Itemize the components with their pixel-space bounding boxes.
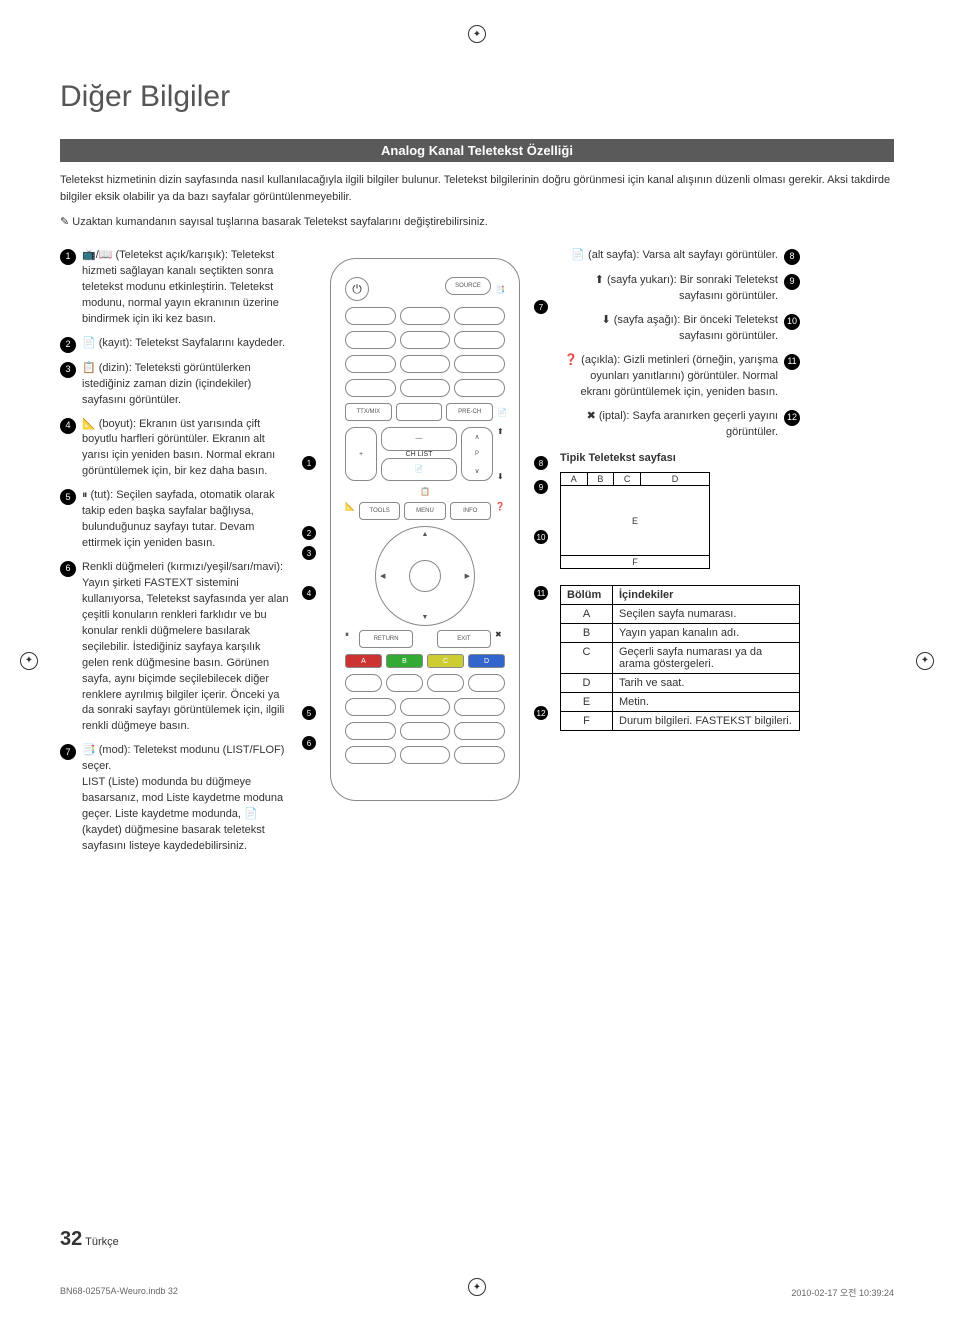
list-text: 📄 (kayıt): Teletekst Sayfalarını kaydede… <box>82 336 290 353</box>
yellow-button: C <box>427 654 464 668</box>
note-text: Uzaktan kumandanın sayısal tuşlarına bas… <box>60 215 894 228</box>
chlist-label: CH LIST <box>406 451 433 458</box>
bullet-icon: 1 <box>60 249 76 265</box>
right-feature-list: 8 📄 (alt sayfa): Varsa alt sayfayı görünt… <box>560 248 800 440</box>
list-text: 📑 (mod): Teletekst modunu (LIST/FLOF) se… <box>82 743 290 855</box>
bullet-icon: 3 <box>60 362 76 378</box>
table-row: EMetin. <box>561 693 800 712</box>
callout-8: 8 <box>534 456 548 470</box>
list-item: 9 ⬆ (sayfa yukarı): Bir sonraki Teletekst… <box>560 273 800 305</box>
red-button: A <box>345 654 382 668</box>
callout-10: 10 <box>534 530 548 544</box>
list-item: 10 ⬇ (sayfa aşağı): Bir önceki Teletekst … <box>560 313 800 345</box>
page-title: Diğer Bilgiler <box>60 80 894 114</box>
source-button: SOURCE <box>445 277 491 295</box>
info-button: INFO <box>450 502 491 520</box>
footer: BN68-02575A-Weuro.indb 32 2010-02-17 오전 … <box>60 1286 894 1299</box>
list-item: 1 📺/📖 (Teletekst açık/karışık): Teletekst… <box>60 248 290 328</box>
table-row: DTarih ve saat. <box>561 674 800 693</box>
callout-12: 12 <box>534 706 548 720</box>
list-text: 📋 (dizin): Teleteksti görüntülerken iste… <box>82 361 290 409</box>
bullet-icon: 5 <box>60 489 76 505</box>
list-item: 7 📑 (mod): Teletekst modunu (LIST/FLOF) s… <box>60 743 290 855</box>
section-heading: Analog Kanal Teletekst Özelliği <box>60 139 894 162</box>
bullet-icon: 7 <box>60 744 76 760</box>
dpad: ▲▼◀▶ <box>375 526 475 626</box>
callout-2: 2 <box>302 526 316 540</box>
left-feature-list: 1 📺/📖 (Teletekst açık/karışık): Teletekst… <box>60 248 290 863</box>
print-mark <box>468 25 486 43</box>
bullet-icon: 10 <box>784 314 800 330</box>
table-row: CGeçerli sayfa numarası ya da arama göst… <box>561 643 800 674</box>
list-text: 📐 (boyut): Ekranın üst yarısında çift bo… <box>82 417 290 481</box>
bullet-icon: 12 <box>784 410 800 426</box>
right-column: 8 📄 (alt sayfa): Varsa alt sayfayı görünt… <box>560 248 800 731</box>
table-head-contents: İçindekiler <box>613 586 800 605</box>
list-text: ⬆ (sayfa yukarı): Bir sonraki Teletekst … <box>560 273 778 305</box>
list-text: Renkli düğmeleri (kırmızı/yeşil/sarı/mav… <box>82 560 290 735</box>
list-text: ✖ (iptal): Sayfa aranırken geçerli yayın… <box>560 409 778 441</box>
bullet-icon: 4 <box>60 418 76 434</box>
callout-7: 7 <box>534 300 548 314</box>
blue-button: D <box>468 654 505 668</box>
return-button: RETURN <box>359 630 413 648</box>
list-item: 2 📄 (kayıt): Teletekst Sayfalarını kayded… <box>60 336 290 353</box>
table-row: FDurum bilgileri. FASTEKST bilgileri. <box>561 712 800 731</box>
list-text: 📺/📖 (Teletekst açık/karışık): Teletekst … <box>82 248 290 328</box>
remote-diagram: ⏻ SOURCE 📑 TTX/MIX PRE-CH 📄 + <box>310 248 540 801</box>
list-item: 12 ✖ (iptal): Sayfa aranırken geçerli yay… <box>560 409 800 441</box>
bullet-icon: 6 <box>60 561 76 577</box>
list-text: 📄 (alt sayfa): Varsa alt sayfayı görüntü… <box>560 248 778 265</box>
callout-9: 9 <box>534 480 548 494</box>
bullet-icon: 2 <box>60 337 76 353</box>
bullet-icon: 9 <box>784 274 800 290</box>
ttx-button: TTX/MIX <box>345 403 392 421</box>
list-item: 6 Renkli düğmeleri (kırmızı/yeşil/sarı/ma… <box>60 560 290 735</box>
table-head-section: Bölüm <box>561 586 613 605</box>
list-text: ⬇ (sayfa aşağı): Bir önceki Teletekst sa… <box>560 313 778 345</box>
intro-text: Teletekst hizmetinin dizin sayfasında na… <box>60 172 894 205</box>
list-text: ⏸ (tut): Seçilen sayfada, otomatik olara… <box>82 488 290 552</box>
page-number: 32 Türkçe <box>60 1228 119 1251</box>
teletext-diagram: A B C D E F <box>560 472 710 569</box>
bullet-icon: 11 <box>784 354 800 370</box>
green-button: B <box>386 654 423 668</box>
exit-button: EXIT <box>437 630 491 648</box>
print-mark <box>916 652 934 670</box>
tools-button: TOOLS <box>359 502 400 520</box>
menu-button: MENU <box>404 502 445 520</box>
callout-4: 4 <box>302 586 316 600</box>
print-mark <box>20 652 38 670</box>
table-row: ASeçilen sayfa numarası. <box>561 605 800 624</box>
list-text: ❓ (açıkla): Gizli metinleri (örneğin, ya… <box>560 353 778 401</box>
callout-6: 6 <box>302 736 316 750</box>
teletext-heading: Tipik Teletekst sayfası <box>560 452 800 464</box>
list-item: 8 📄 (alt sayfa): Varsa alt sayfayı görünt… <box>560 248 800 265</box>
teletext-table: Bölüm İçindekiler ASeçilen sayfa numaras… <box>560 585 800 731</box>
list-item: 5 ⏸ (tut): Seçilen sayfada, otomatik olar… <box>60 488 290 552</box>
list-item: 3 📋 (dizin): Teleteksti görüntülerken ist… <box>60 361 290 409</box>
power-button: ⏻ <box>345 277 369 301</box>
footer-file: BN68-02575A-Weuro.indb 32 <box>60 1286 178 1299</box>
callout-3: 3 <box>302 546 316 560</box>
callout-11: 11 <box>534 586 548 600</box>
footer-date: 2010-02-17 오전 10:39:24 <box>791 1286 894 1299</box>
callout-5: 5 <box>302 706 316 720</box>
table-row: BYayın yapan kanalın adı. <box>561 624 800 643</box>
bullet-icon: 8 <box>784 249 800 265</box>
prech-button: PRE-CH <box>446 403 493 421</box>
list-item: 4 📐 (boyut): Ekranın üst yarısında çift b… <box>60 417 290 481</box>
list-item: 11 ❓ (açıkla): Gizli metinleri (örneğin, … <box>560 353 800 401</box>
callout-1: 1 <box>302 456 316 470</box>
